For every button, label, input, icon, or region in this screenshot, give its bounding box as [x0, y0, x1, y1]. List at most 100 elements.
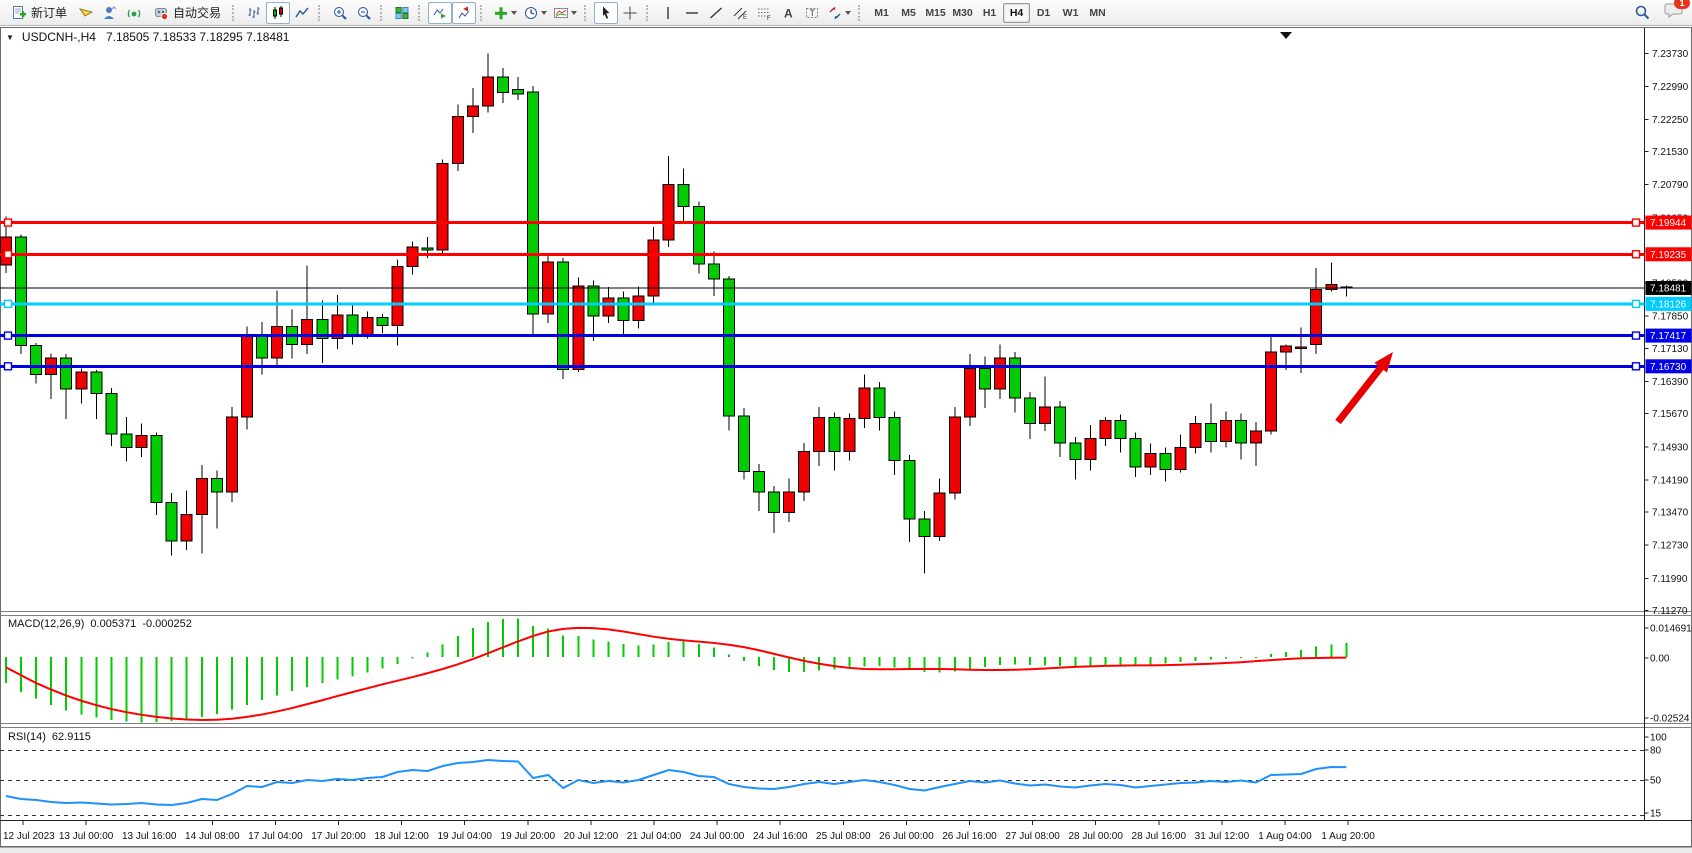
- svg-text:26 Jul 00:00: 26 Jul 00:00: [879, 831, 934, 842]
- news-signal-button[interactable]: [122, 2, 146, 24]
- svg-text:A: A: [784, 6, 793, 20]
- toolbar-grip: [584, 4, 590, 21]
- svg-text:18 Jul 12:00: 18 Jul 12:00: [374, 831, 429, 842]
- svg-text:7.22990: 7.22990: [1652, 82, 1689, 93]
- timeframe-button-M5[interactable]: M5: [901, 6, 916, 19]
- svg-text:1 Aug 20:00: 1 Aug 20:00: [1321, 831, 1375, 842]
- arrows-shapes-icon: [829, 6, 841, 19]
- chart-collapse-arrow[interactable]: ▼: [6, 32, 14, 42]
- text-button[interactable]: A: [776, 2, 800, 24]
- search-button[interactable]: [1630, 2, 1654, 24]
- hline-handle[interactable]: [3, 299, 13, 309]
- toolbar-grip: [646, 4, 652, 21]
- auto-scroll-icon: [433, 8, 447, 18]
- svg-text:F: F: [767, 16, 771, 21]
- hline-handle[interactable]: [1631, 362, 1641, 371]
- timeframe-button-W1[interactable]: W1: [1062, 6, 1079, 19]
- annotation-arrow[interactable]: [1335, 352, 1393, 425]
- svg-text:-0.02524: -0.02524: [1650, 714, 1690, 725]
- toolbar-grip: [418, 4, 424, 21]
- zoom-in-icon: [334, 6, 347, 20]
- tile-windows-button[interactable]: [390, 2, 414, 24]
- channel-button[interactable]: E: [728, 2, 752, 24]
- timeframe-button-D1[interactable]: D1: [1036, 6, 1051, 19]
- svg-text:80: 80: [1650, 746, 1662, 757]
- fibonacci-button[interactable]: F: [752, 2, 776, 24]
- zoom-out-button[interactable]: [352, 2, 376, 24]
- timeframe-button-MN[interactable]: MN: [1089, 6, 1106, 19]
- timeframe-button-M15[interactable]: M15: [925, 6, 946, 19]
- svg-text:7.14190: 7.14190: [1652, 475, 1689, 486]
- svg-text:7.12730: 7.12730: [1652, 541, 1689, 552]
- new-order-label: 新订单: [31, 6, 68, 20]
- auto-scroll-button[interactable]: [428, 1, 453, 24]
- chart-shift-marker: [1280, 32, 1292, 39]
- timeframe-button-H1[interactable]: H1: [982, 6, 997, 19]
- market-funnel-button[interactable]: [74, 2, 98, 24]
- shapes-button[interactable]: [824, 2, 854, 24]
- dropdown-caret-icon: [541, 10, 548, 15]
- macd-layer: [5, 618, 1348, 723]
- hline-handle[interactable]: [3, 362, 13, 371]
- crosshair-button[interactable]: [618, 2, 642, 24]
- cursor-button[interactable]: [594, 1, 619, 24]
- hline-handle[interactable]: [1631, 331, 1641, 340]
- notifications-button[interactable]: 1: [1664, 0, 1690, 24]
- trendline-button[interactable]: [704, 2, 728, 24]
- hline-handle[interactable]: [1631, 299, 1641, 309]
- svg-text:50: 50: [1650, 776, 1662, 787]
- hline-handle[interactable]: [1631, 250, 1641, 259]
- timeframe-button-M30[interactable]: M30: [952, 6, 973, 19]
- chart-ohlc-values: 7.18505 7.18533 7.18295 7.18481: [105, 30, 290, 44]
- horizontal-lines-layer[interactable]: [0, 218, 1645, 371]
- horizontal-line-button[interactable]: [680, 2, 704, 24]
- text-label-button[interactable]: T: [800, 2, 824, 24]
- timeframe-button-H4[interactable]: H4: [1003, 2, 1031, 23]
- chart-shift-button[interactable]: [452, 1, 477, 24]
- hline-handle[interactable]: [3, 250, 13, 259]
- chart-candles-button[interactable]: [266, 1, 291, 24]
- svg-text:28 Jul 00:00: 28 Jul 00:00: [1068, 831, 1123, 842]
- vertical-line-button[interactable]: [656, 2, 680, 24]
- rsi-value: 62.9115: [51, 731, 91, 743]
- svg-text:12 Jul 2023: 12 Jul 2023: [3, 831, 55, 842]
- rsi-layer: [5, 758, 1347, 807]
- chart-bars-button[interactable]: [242, 2, 266, 24]
- new-order-button[interactable]: 新订单: [4, 2, 74, 24]
- time-axis[interactable]: 12 Jul 2023 13 Jul 00:00 13 Jul 16:00 14 Ju…: [3, 820, 1375, 843]
- chart-shift-icon: [458, 6, 470, 18]
- svg-text:7.17130: 7.17130: [1652, 344, 1689, 355]
- hline-handle[interactable]: [3, 218, 13, 227]
- hline-handle[interactable]: [3, 331, 13, 340]
- cursor-arrow-icon: [603, 6, 610, 19]
- equidistant-channel-icon: E: [733, 7, 747, 21]
- indicators-button[interactable]: [490, 2, 520, 24]
- svg-text:7.13470: 7.13470: [1652, 508, 1689, 519]
- svg-text:7.14930: 7.14930: [1652, 442, 1689, 453]
- autotrading-robot-icon: [155, 7, 169, 20]
- zoom-in-button[interactable]: [328, 2, 352, 24]
- trendline-icon: [710, 6, 723, 19]
- svg-text:17 Jul 20:00: 17 Jul 20:00: [311, 831, 366, 842]
- svg-text:21 Jul 04:00: 21 Jul 04:00: [627, 831, 682, 842]
- hline-handle[interactable]: [1631, 218, 1641, 227]
- dropdown-caret-icon: [571, 10, 578, 15]
- periods-button[interactable]: [520, 2, 550, 24]
- svg-text:7.17417: 7.17417: [1650, 331, 1687, 342]
- svg-text:0.014691: 0.014691: [1650, 624, 1692, 635]
- chart-line-button[interactable]: [290, 2, 314, 24]
- price-axis[interactable]: 7.237307.229907.222507.215307.207907.200…: [1644, 49, 1692, 820]
- yellow-funnel-icon: [78, 7, 94, 17]
- chart-canvas[interactable]: 7.237307.229907.222507.215307.207907.200…: [0, 27, 1692, 847]
- svg-text:7.23730: 7.23730: [1652, 49, 1689, 60]
- svg-text:7.11270: 7.11270: [1652, 606, 1688, 617]
- templates-button[interactable]: [550, 2, 580, 24]
- svg-text:28 Jul 16:00: 28 Jul 16:00: [1132, 831, 1187, 842]
- svg-text:7.16730: 7.16730: [1650, 362, 1687, 373]
- signals-profile-button[interactable]: [98, 2, 122, 24]
- chart-window[interactable]: ▼ USDCNH-,H4 7.18505 7.18533 7.18295 7.1…: [0, 27, 1692, 847]
- timeframe-button-M1[interactable]: M1: [874, 6, 889, 19]
- svg-text:7.22250: 7.22250: [1652, 115, 1689, 126]
- autotrading-button[interactable]: 自动交易: [146, 2, 228, 24]
- svg-text:20 Jul 12:00: 20 Jul 12:00: [564, 831, 619, 842]
